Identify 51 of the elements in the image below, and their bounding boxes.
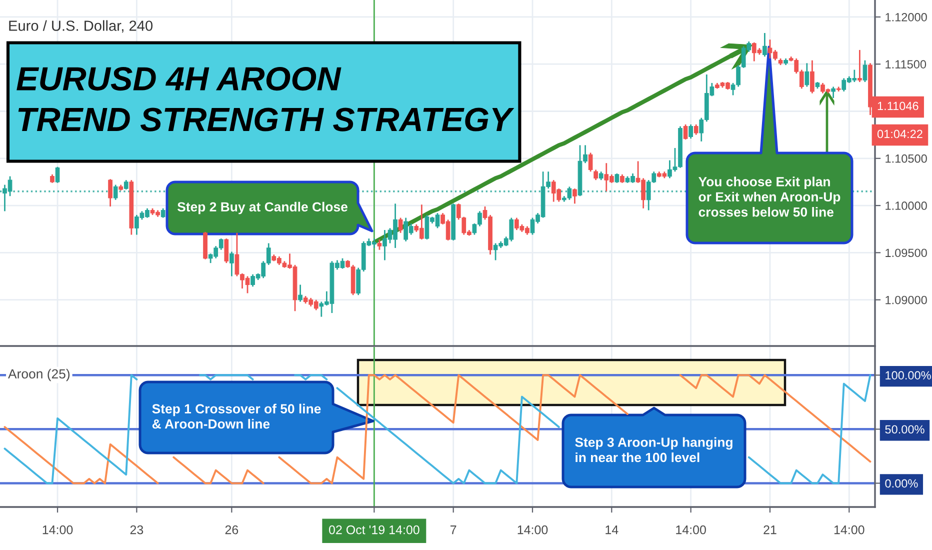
candlestick <box>224 238 229 264</box>
candlestick <box>858 49 862 83</box>
x-tick-label: 14:00 <box>676 525 706 534</box>
candlestick <box>683 124 688 140</box>
x-tick-label: 14:00 <box>42 525 73 534</box>
x-tick-label: 23 <box>130 525 144 534</box>
x-tick-label: 02 Oct '19 14:00 <box>328 525 420 534</box>
candlestick <box>160 208 166 218</box>
candlestick <box>688 124 693 140</box>
candlestick <box>55 166 60 184</box>
candlestick <box>588 152 593 172</box>
candlestick <box>862 60 868 83</box>
annotation: You choose Exit plan or Exit when Aroon-Up crosses below 50 line <box>698 176 840 217</box>
y-tick-label: 1.12000 <box>886 13 927 22</box>
text: Aroon (25) <box>8 368 70 382</box>
text: 01:04:22 <box>877 130 922 138</box>
candlestick <box>804 62 810 88</box>
x-tick-label: 21 <box>764 525 776 534</box>
candlestick <box>762 32 767 58</box>
x-tick-label: 26 <box>225 525 238 534</box>
candlestick <box>108 178 112 208</box>
candlestick <box>810 60 814 94</box>
candlestick <box>377 238 382 251</box>
x-tick-label: 14 <box>606 526 618 534</box>
y-tick-label: 0.00% <box>885 479 918 488</box>
candlestick <box>113 184 118 201</box>
annotation: Step 1 Crossover of 50 line & Aroon-Down line <box>152 404 321 429</box>
y-tick-label: 100.00% <box>886 371 931 380</box>
candlestick <box>398 217 403 234</box>
candlestick <box>831 86 836 99</box>
text: Euro / U.S. Dollar, 240 <box>9 20 153 33</box>
text: EURUSD 4H AROON TREND STRENGTH STRATEGY <box>16 66 514 132</box>
candlestick <box>694 124 698 136</box>
y-tick-label: 1.09000 <box>886 296 927 304</box>
y-tick-label: 1.11500 <box>886 60 926 69</box>
candlestick <box>230 251 234 277</box>
x-tick-label: 14:00 <box>834 525 864 534</box>
x-tick-label: 14:00 <box>518 525 548 534</box>
candlestick <box>572 188 577 204</box>
candlestick <box>298 284 302 302</box>
y-tick-label: 50.00% <box>885 425 924 434</box>
candlestick <box>124 179 128 190</box>
candlestick <box>594 169 598 181</box>
text: 1.11046 <box>878 102 918 110</box>
annotation: Step 3 Aroon-Up hanging in near the 100 level <box>575 437 732 462</box>
annotation: Step 2 Buy at Candle Close <box>177 202 348 214</box>
x-tick-label: 7 <box>450 526 456 534</box>
candlestick <box>614 172 620 184</box>
y-tick-label: 1.10000 <box>886 202 927 210</box>
y-tick-label: 1.10500 <box>886 154 927 163</box>
y-tick-label: 1.09500 <box>886 248 927 258</box>
